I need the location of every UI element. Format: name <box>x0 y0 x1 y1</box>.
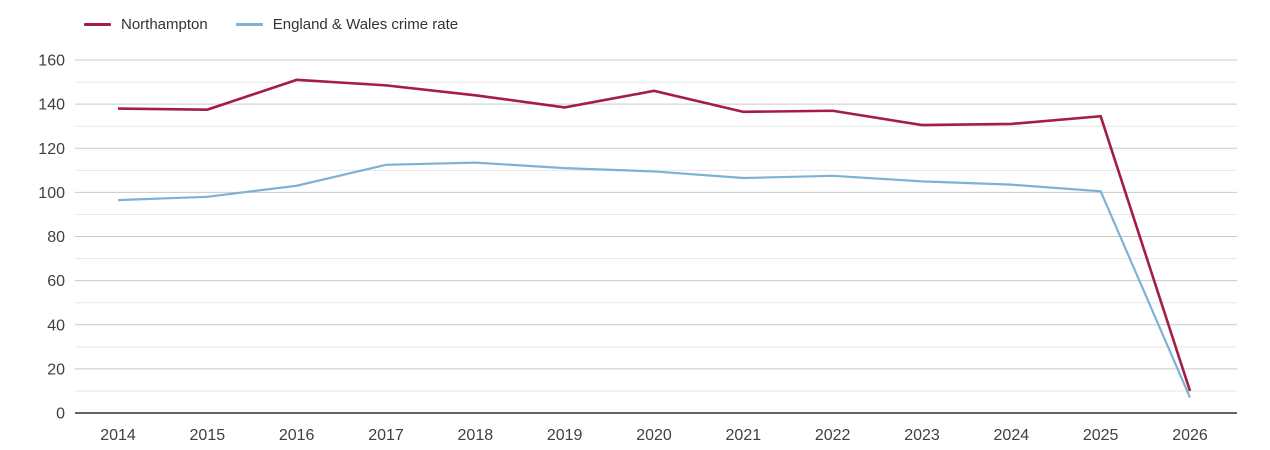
legend-line-swatch-england-wales <box>235 23 263 26</box>
x-axis-tick-label: 2022 <box>815 427 851 444</box>
y-axis-tick-label: 160 <box>38 53 65 70</box>
y-axis-tick-label: 120 <box>38 141 65 158</box>
legend-label-northampton: Northampton <box>121 16 208 33</box>
x-axis-tick-label: 2024 <box>994 427 1030 444</box>
x-axis-tick-label: 2016 <box>279 427 315 444</box>
x-axis-tick-label: 2026 <box>1172 427 1208 444</box>
legend-label-england-wales: England & Wales crime rate <box>272 16 459 33</box>
x-axis-tick-label: 2014 <box>100 427 136 444</box>
y-axis-tick-label: 140 <box>38 97 65 114</box>
legend-line-swatch-northampton <box>84 23 111 26</box>
y-axis-tick-label: 60 <box>47 273 65 290</box>
x-axis-tick-label: 2018 <box>458 427 494 444</box>
x-axis-tick-label: 2020 <box>636 427 672 444</box>
y-axis-tick-label: 80 <box>47 229 65 246</box>
y-axis-tick-label: 20 <box>47 361 65 378</box>
x-axis-tick-label: 2023 <box>904 427 940 444</box>
x-axis-tick-label: 2025 <box>1083 427 1119 444</box>
y-axis-tick-label: 100 <box>38 185 65 202</box>
series-line-northampton <box>117 78 1192 392</box>
y-axis-tick-label: 40 <box>47 317 65 334</box>
x-axis-tick-label: 2021 <box>726 427 762 444</box>
y-axis-tick-label: 0 <box>56 406 65 423</box>
chart-legend: Northampton England & Wales crime rate <box>84 16 458 33</box>
legend-item-england-wales: England & Wales crime rate <box>235 16 459 33</box>
x-axis-tick-label: 2017 <box>368 427 404 444</box>
legend-item-northampton: Northampton <box>84 16 208 33</box>
x-axis-tick-label: 2015 <box>190 427 226 444</box>
series-line-england-wales <box>117 161 1192 398</box>
x-axis-tick-label: 2019 <box>547 427 583 444</box>
